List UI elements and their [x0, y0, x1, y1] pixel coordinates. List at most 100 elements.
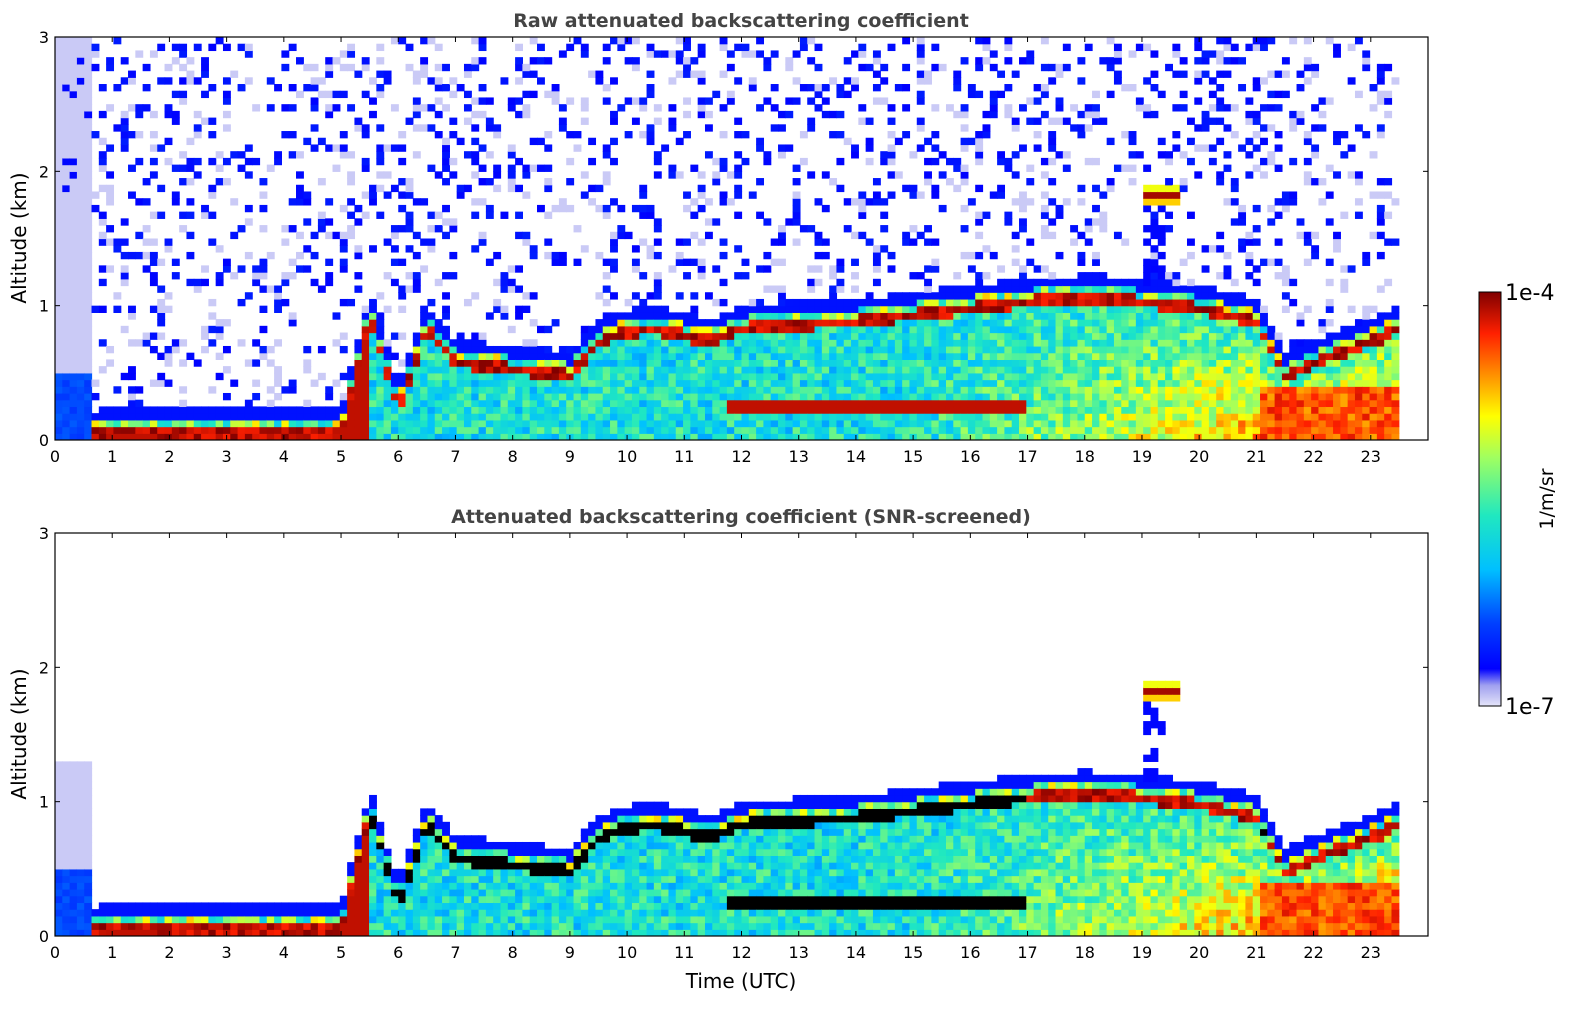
- heatmap-cell: [69, 372, 78, 381]
- heatmap-cell: [960, 372, 969, 381]
- heatmap-cell: [675, 171, 684, 179]
- heatmap-cell: [1121, 131, 1130, 139]
- heatmap-cell: [726, 372, 735, 381]
- heatmap-cell: [478, 359, 487, 367]
- heatmap-cell: [1011, 231, 1020, 240]
- heatmap-cell: [872, 325, 881, 334]
- heatmap-cell: [931, 433, 940, 440]
- heatmap-cell: [1296, 339, 1305, 347]
- heatmap-cell: [1157, 419, 1166, 428]
- heatmap-cell: [829, 305, 838, 313]
- heatmap-cell: [398, 178, 407, 186]
- heatmap-cell: [135, 426, 144, 434]
- heatmap-cell: [858, 319, 867, 327]
- heatmap-cell: [683, 392, 691, 401]
- heatmap-cell: [1062, 419, 1071, 428]
- heatmap-cell: [310, 406, 319, 414]
- heatmap-cell: [1172, 366, 1181, 374]
- heatmap-cell: [266, 399, 275, 408]
- heatmap-cell: [222, 406, 231, 414]
- heatmap-cell: [1172, 386, 1181, 394]
- heatmap-cell: [1376, 399, 1385, 408]
- heatmap-cell: [858, 426, 867, 434]
- heatmap-cell: [916, 292, 925, 300]
- heatmap-cell: [1040, 386, 1049, 394]
- heatmap-cell: [799, 84, 808, 92]
- heatmap-cell: [1019, 305, 1027, 313]
- heatmap-cell: [369, 345, 377, 354]
- heatmap-cell: [1157, 359, 1166, 367]
- heatmap-cell: [1281, 413, 1290, 421]
- heatmap-cell: [1260, 386, 1268, 394]
- heatmap-cell: [734, 339, 743, 347]
- heatmap-cell: [1113, 231, 1122, 240]
- heatmap-cell: [193, 426, 202, 434]
- heatmap-cell: [398, 419, 407, 428]
- heatmap-cell: [544, 386, 553, 394]
- heatmap-cell: [639, 184, 648, 193]
- heatmap-cell: [456, 339, 465, 347]
- heatmap-cell: [931, 392, 940, 401]
- heatmap-cell: [149, 171, 158, 179]
- heatmap-cell: [1186, 433, 1195, 440]
- heatmap-cell: [1289, 278, 1298, 287]
- heatmap-cell: [76, 312, 85, 320]
- heatmap-cell: [361, 63, 370, 72]
- heatmap-cell: [442, 399, 450, 408]
- heatmap-cell: [1070, 379, 1079, 387]
- heatmap-cell: [1135, 305, 1144, 313]
- heatmap-cell: [1362, 366, 1371, 374]
- heatmap-cell: [646, 413, 655, 421]
- heatmap-cell: [566, 406, 575, 414]
- heatmap-cell: [69, 204, 78, 213]
- heatmap-cell: [128, 399, 136, 408]
- heatmap-cell: [1208, 413, 1217, 421]
- heatmap-cell: [62, 352, 71, 360]
- heatmap-cell: [1004, 312, 1013, 320]
- heatmap-cell: [259, 204, 268, 213]
- heatmap-cell: [690, 379, 699, 387]
- heatmap-cell: [288, 433, 297, 440]
- heatmap-cell: [1179, 57, 1188, 65]
- heatmap-cell: [193, 131, 202, 139]
- heatmap-cell: [602, 379, 611, 387]
- heatmap-cell: [763, 345, 772, 354]
- heatmap-cell: [858, 191, 867, 199]
- heatmap-cell: [1026, 292, 1035, 300]
- heatmap-cell: [500, 211, 509, 219]
- heatmap-cell: [1033, 339, 1042, 347]
- heatmap-cell: [1135, 406, 1144, 414]
- heatmap-cell: [704, 399, 713, 408]
- heatmap-cell: [1340, 359, 1349, 367]
- heatmap-cell: [1128, 419, 1137, 428]
- heatmap-cell: [1113, 292, 1122, 300]
- heatmap-cell: [515, 57, 523, 65]
- heatmap-cell: [1281, 198, 1290, 206]
- heatmap-cell: [157, 305, 166, 313]
- heatmap-cell: [537, 57, 545, 65]
- heatmap-cell: [69, 137, 78, 146]
- heatmap-cell: [91, 204, 100, 213]
- heatmap-cell: [1216, 312, 1225, 320]
- heatmap-cell: [1318, 433, 1327, 440]
- heatmap-cell: [807, 413, 816, 421]
- heatmap-cell: [1040, 406, 1049, 414]
- heatmap-cell: [1369, 426, 1378, 434]
- heatmap-cell: [149, 272, 158, 280]
- heatmap-cell: [821, 419, 830, 428]
- heatmap-cell: [1077, 285, 1086, 293]
- heatmap-cell: [405, 392, 414, 401]
- heatmap-cell: [872, 178, 881, 186]
- heatmap-cell: [668, 372, 677, 381]
- heatmap-cell: [179, 399, 188, 408]
- heatmap-cell: [1011, 366, 1020, 374]
- heatmap-cell: [1165, 392, 1173, 401]
- heatmap-cell: [858, 43, 867, 52]
- heatmap-cell: [471, 57, 480, 65]
- heatmap-cell: [1318, 198, 1327, 206]
- heatmap-cell: [734, 419, 743, 428]
- heatmap-cell: [902, 352, 911, 360]
- heatmap-cell: [55, 366, 63, 374]
- heatmap-cell: [1135, 319, 1144, 327]
- heatmap-cell: [909, 406, 918, 414]
